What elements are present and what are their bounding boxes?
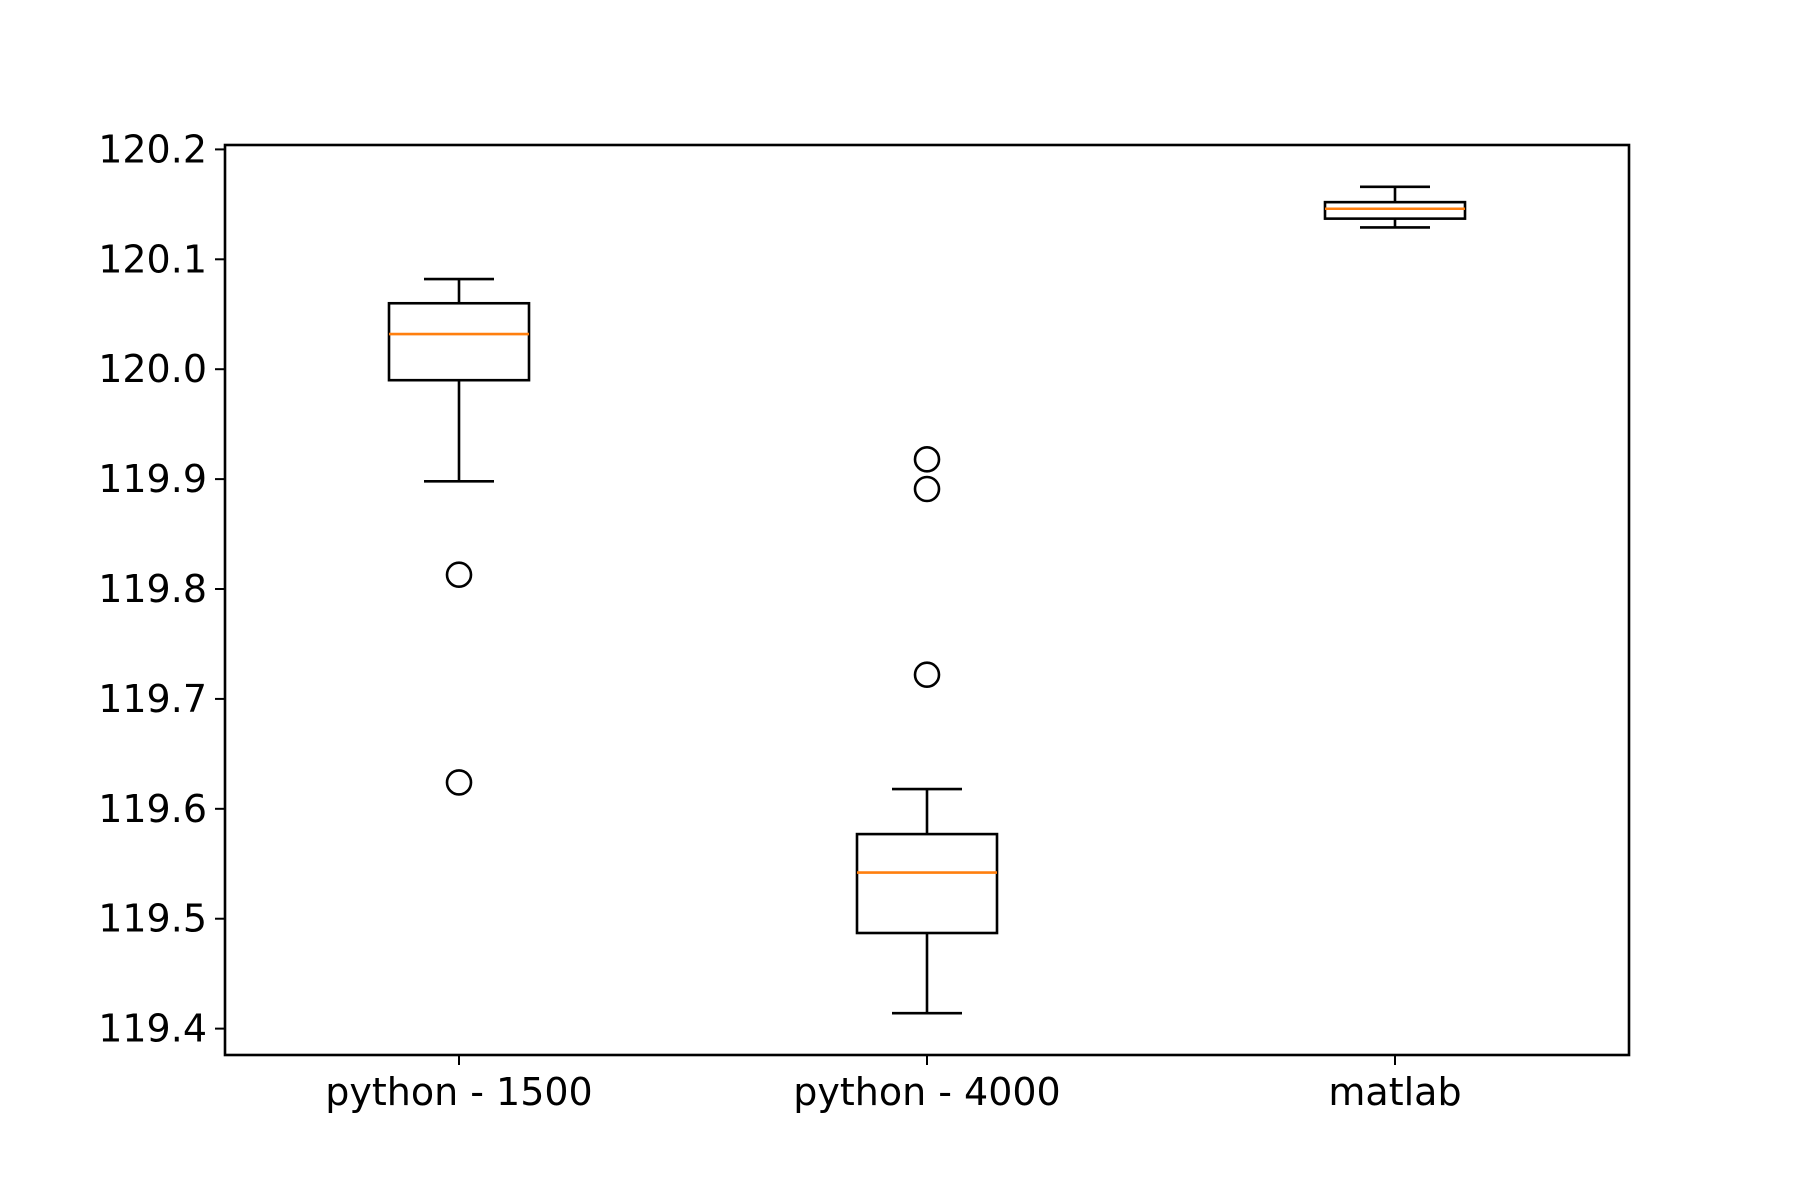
y-tick-label: 119.7 (98, 677, 207, 721)
y-axis: 119.4 119.5 119.6 119.7 119.8 119.9 120.0 120.1… (98, 127, 225, 1051)
axes-frame (223, 143, 1631, 1057)
box-iqr (1323, 200, 1467, 220)
y-tick-label: 119.6 (98, 787, 207, 831)
outlier-point (913, 446, 941, 473)
x-tick-label: python - 1500 (325, 1070, 593, 1114)
x-axis: python - 1500 python - 4000 matlab (325, 1055, 1462, 1114)
box-group (1323, 185, 1467, 229)
y-tick-label: 119.5 (98, 897, 207, 941)
box-group (387, 277, 531, 796)
y-tick-label: 120.2 (98, 127, 207, 171)
plot-area (387, 185, 1467, 1015)
y-tick-label: 119.4 (98, 1007, 207, 1051)
outlier-point (913, 475, 941, 503)
x-tick-label: python - 4000 (793, 1070, 1061, 1114)
outlier-point (445, 769, 473, 796)
y-tick-label: 119.9 (98, 457, 207, 501)
y-tick-label: 120.0 (98, 347, 207, 391)
box-group (855, 446, 999, 1015)
outlier-point (913, 661, 941, 689)
outlier-point (445, 561, 473, 589)
box-iqr (387, 301, 531, 382)
x-tick-label: matlab (1328, 1070, 1461, 1114)
box-iqr (855, 832, 999, 935)
y-tick-label: 120.1 (98, 237, 207, 281)
y-tick-label: 119.8 (98, 567, 207, 611)
